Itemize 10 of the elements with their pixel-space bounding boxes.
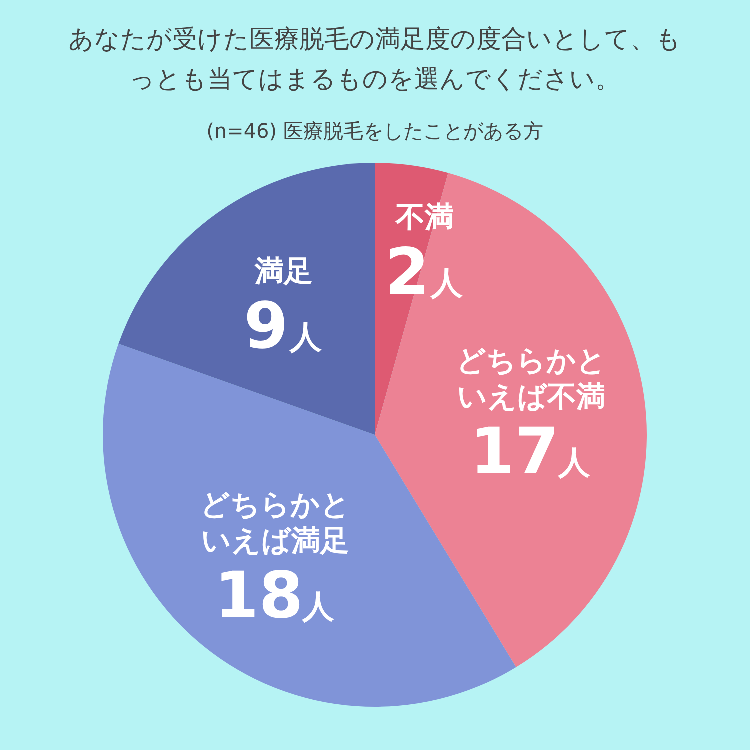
data-label: 9人: [244, 290, 324, 364]
data-label: 17人: [470, 416, 592, 490]
slice-label: どちらかといえば満足: [200, 487, 350, 558]
chart-subtitle: (n=46) 医療脱毛をしたことがある方: [206, 119, 544, 143]
slice-label: 満足: [254, 254, 314, 288]
slice-label: 不満: [395, 200, 454, 234]
chart-title: あなたが受けた医療脱毛の満足度の度合いとして、もっとも当てはまるものを選んでください。: [68, 24, 682, 94]
slice-label: どちらかといえば不満: [456, 344, 606, 414]
data-label: 18人: [214, 559, 336, 634]
data-label: 2人: [385, 236, 464, 310]
